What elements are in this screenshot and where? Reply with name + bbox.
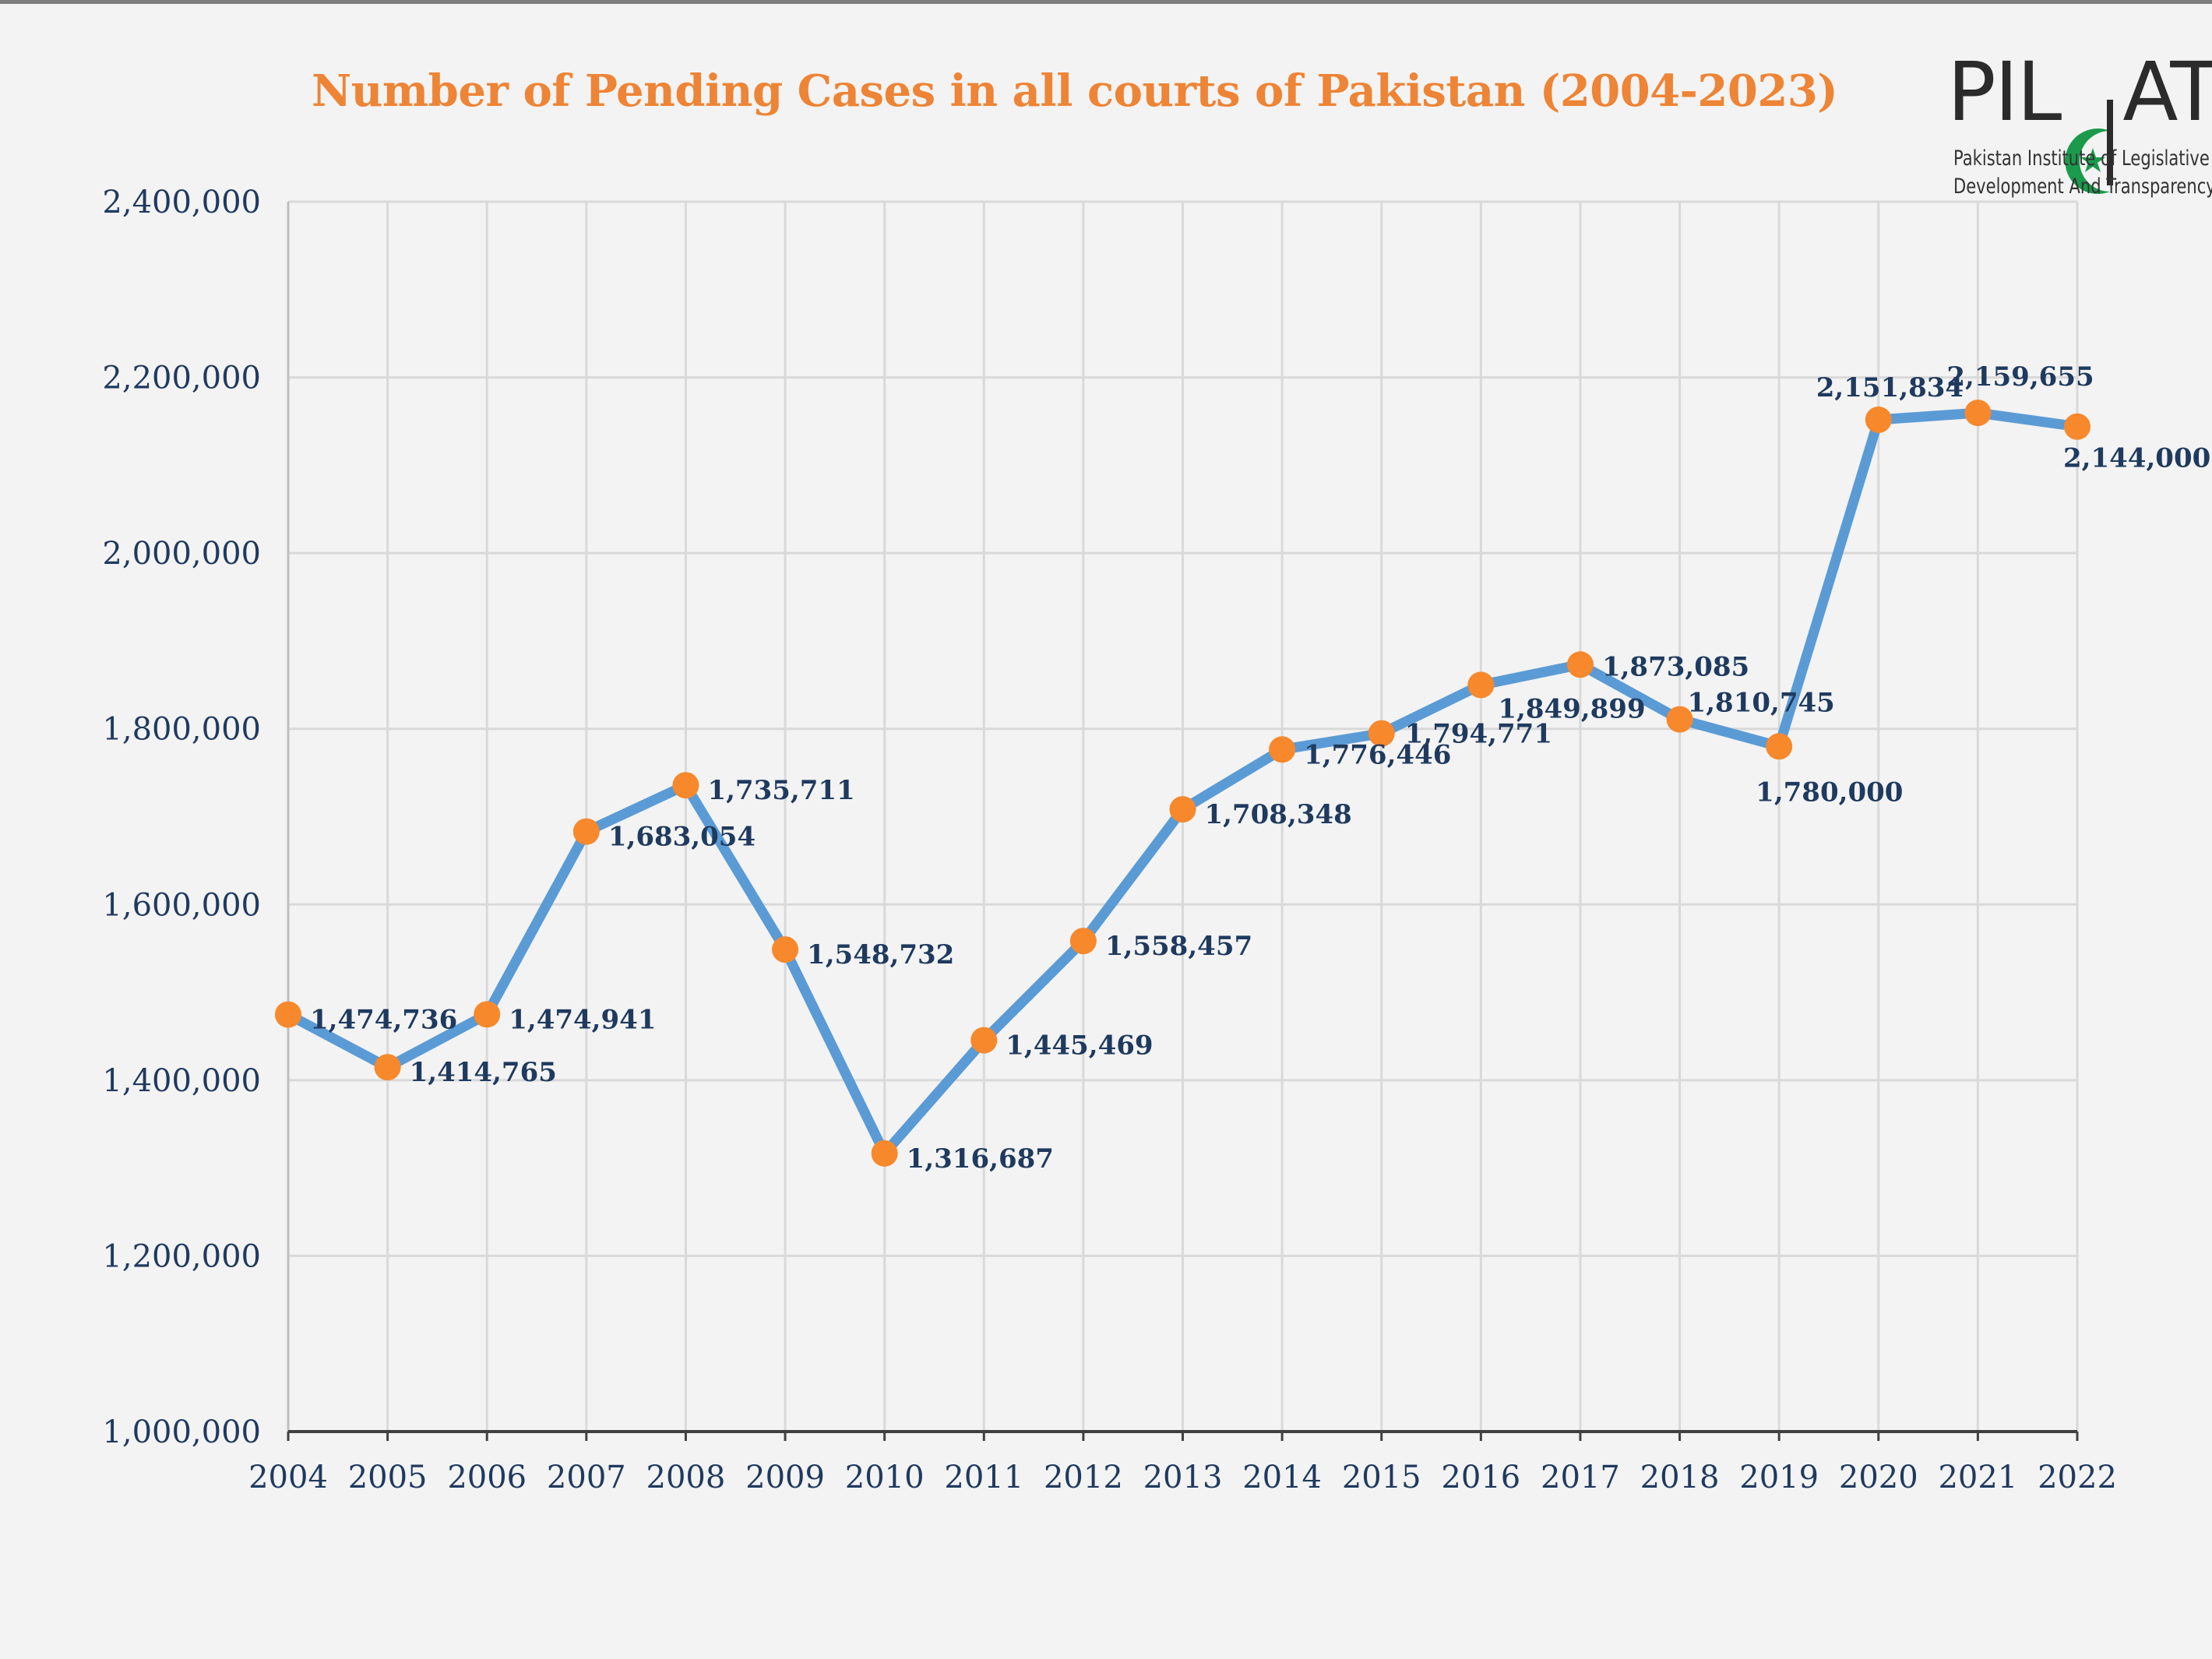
x-tick-label: 2013	[1143, 1460, 1223, 1495]
x-tick-label: 2021	[1938, 1460, 2017, 1495]
data-label: 1,558,457	[1105, 931, 1252, 962]
data-label: 2,159,655	[1946, 361, 2094, 393]
y-tick-label: 2,200,000	[102, 361, 261, 396]
top-border	[0, 0, 2212, 4]
x-tick-label: 2009	[745, 1460, 825, 1495]
x-tick-label: 2007	[547, 1460, 626, 1495]
y-tick-label: 1,200,000	[102, 1238, 261, 1274]
x-tick-label: 2014	[1242, 1460, 1322, 1495]
data-point-marker	[871, 1139, 898, 1167]
logo-crescent-icon	[2065, 100, 2114, 194]
data-point-marker	[1964, 400, 1992, 427]
x-tick-label: 2019	[1739, 1460, 1819, 1495]
x-tick-label: 2020	[1839, 1460, 1918, 1495]
chart-title: Number of Pending Cases in all courts of…	[312, 65, 1838, 117]
data-label: 1,548,732	[807, 939, 954, 970]
data-label: 1,445,469	[1006, 1030, 1153, 1062]
x-tick-label: 2017	[1541, 1460, 1620, 1495]
data-point-marker	[572, 818, 600, 845]
data-point-marker	[1766, 733, 1793, 760]
x-tick-label: 2015	[1342, 1460, 1421, 1495]
data-label: 1,780,000	[1756, 777, 1903, 808]
pildat-logo: PIL AT Pakistan Institute of Legislative…	[1947, 30, 2212, 209]
data-label: 1,873,085	[1602, 651, 1749, 682]
data-point-marker	[1368, 720, 1395, 747]
x-tick-label: 2018	[1640, 1460, 1720, 1495]
x-tick-label: 2022	[2038, 1460, 2117, 1495]
logo-wordmark: PIL AT	[1947, 51, 2212, 194]
data-label: 2,144,000	[2063, 443, 2210, 474]
y-tick-label: 1,400,000	[102, 1063, 261, 1099]
data-label: 1,810,745	[1688, 688, 1835, 719]
data-label: 1,683,054	[608, 822, 756, 853]
data-point-marker	[1467, 671, 1495, 699]
x-tick-label: 2004	[248, 1460, 328, 1495]
data-point-marker	[672, 772, 699, 799]
y-tick-label: 2,400,000	[102, 185, 261, 220]
logo-subtitle-line2: Development And Transparency	[1953, 174, 2212, 199]
y-tick-label: 2,000,000	[102, 536, 261, 572]
data-point-marker	[1566, 651, 1594, 678]
y-tick-label: 1,800,000	[102, 712, 261, 748]
y-tick-label: 1,600,000	[102, 887, 261, 923]
data-point-marker	[2064, 413, 2090, 440]
data-label: 1,474,941	[509, 1004, 656, 1035]
data-label: 1,474,736	[310, 1005, 457, 1036]
data-label: 1,316,687	[907, 1143, 1054, 1175]
x-tick-label: 2005	[348, 1460, 428, 1495]
x-tick-label: 2011	[944, 1460, 1023, 1495]
data-label: 1,794,771	[1405, 719, 1552, 750]
x-tick-label: 2016	[1441, 1460, 1520, 1495]
x-tick-label: 2006	[447, 1460, 527, 1495]
data-label: 1,735,711	[707, 775, 854, 806]
data-point-marker	[275, 1001, 301, 1028]
data-point-marker	[1069, 928, 1097, 955]
x-tick-label: 2012	[1044, 1460, 1123, 1495]
data-point-marker	[1865, 406, 1892, 433]
x-tick-label: 2008	[646, 1460, 726, 1495]
data-point-marker	[772, 936, 799, 963]
y-tick-label: 1,000,000	[102, 1414, 261, 1450]
data-label: 1,849,899	[1498, 693, 1645, 724]
data-point-marker	[970, 1027, 998, 1054]
x-tick-label: 2010	[845, 1460, 925, 1495]
data-point-marker	[1666, 706, 1693, 733]
data-label: 1,414,765	[410, 1057, 557, 1088]
data-point-marker	[1169, 796, 1196, 823]
data-label: 2,151,834	[1816, 372, 1964, 403]
data-label: 1,776,446	[1304, 739, 1451, 770]
data-point-marker	[1269, 736, 1296, 763]
data-point-marker	[474, 1001, 501, 1028]
data-label: 1,708,348	[1205, 799, 1352, 830]
logo-subtitle-line1: Pakistan Institute of Legislative	[1953, 146, 2210, 171]
data-point-marker	[374, 1054, 401, 1081]
